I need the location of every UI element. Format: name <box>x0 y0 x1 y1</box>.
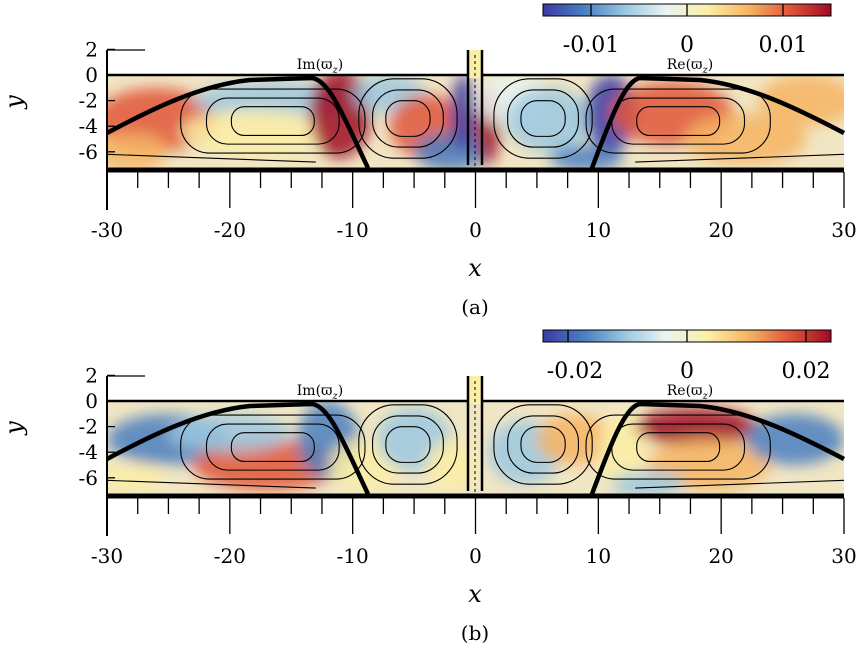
y-tick-label: 0 <box>85 63 98 87</box>
x-tick-label: 30 <box>831 544 856 568</box>
colorbar-tick-label: 0.01 <box>759 33 808 58</box>
x-tick-label: -30 <box>91 218 123 242</box>
x-tick-label: 10 <box>586 218 611 242</box>
separatrix-lines <box>105 75 846 169</box>
y-axis-label: y <box>0 421 28 436</box>
x-tick-label: 0 <box>469 218 482 242</box>
colorbar: -0.01 0 0.01 <box>542 3 832 58</box>
colorbar-tick-label: -0.02 <box>547 359 603 384</box>
x-tick-label: -30 <box>91 544 123 568</box>
y-axis-label: y <box>0 95 28 110</box>
y-tick-label: 2 <box>85 37 98 61</box>
y-tick-label: 2 <box>85 363 98 387</box>
streamlines <box>107 78 844 163</box>
x-tick-label: -10 <box>337 544 369 568</box>
x-axis-label: x <box>468 580 482 608</box>
panel-caption: (a) <box>461 295 489 319</box>
x-tick-label: -20 <box>214 544 246 568</box>
vorticity-field <box>107 75 844 171</box>
y-tick-label: -2 <box>79 89 98 113</box>
colorbar-tick-label: 0 <box>680 359 694 384</box>
y-tick-label: -4 <box>79 440 98 464</box>
y-axis: 20-2-4-6 <box>79 363 145 496</box>
y-tick-label: -4 <box>79 114 98 138</box>
streamlines <box>107 404 844 489</box>
y-tick-label: -6 <box>79 140 98 164</box>
x-axis: -30 -20 -10 0 10 20 30 <box>91 170 857 242</box>
figure-panel-b: -0.02 0 0.02 20-2-4-6 -30 -20 -10 0 10 20 30 y… <box>0 329 857 645</box>
y-tick-label: 0 <box>85 389 98 413</box>
x-tick-label: -10 <box>337 218 369 242</box>
y-tick-label: -6 <box>79 466 98 490</box>
panel-caption: (b) <box>461 621 489 645</box>
re-field-label: Re(ϖz) <box>667 383 713 402</box>
im-field-label: Im(ϖz) <box>297 57 343 76</box>
colorbar: -0.02 0 0.02 <box>542 329 832 384</box>
x-tick-label: 20 <box>708 544 733 568</box>
x-axis-label: x <box>468 254 482 282</box>
x-tick-label: 10 <box>586 544 611 568</box>
jet-inlet <box>466 376 484 494</box>
colorbar-tick-label: 0.02 <box>782 359 831 384</box>
x-tick-label: 0 <box>469 544 482 568</box>
x-tick-label: 30 <box>831 218 856 242</box>
colorbar-tick-label: -0.01 <box>563 33 619 58</box>
jet-inlet <box>466 50 484 168</box>
re-field-label: Re(ϖz) <box>667 57 713 76</box>
separatrix-lines <box>105 401 846 495</box>
x-tick-label: -20 <box>214 218 246 242</box>
x-axis: -30 -20 -10 0 10 20 30 <box>91 496 857 568</box>
figure-panel-a: -0.01 0 0.01 20-2-4-6 -30 -20 -10 0 10 20 30 y… <box>0 3 857 319</box>
im-field-label: Im(ϖz) <box>297 383 343 402</box>
x-tick-label: 20 <box>708 218 733 242</box>
y-axis: 20-2-4-6 <box>79 37 145 170</box>
colorbar-tick-label: 0 <box>680 33 694 58</box>
y-tick-label: -2 <box>79 415 98 439</box>
